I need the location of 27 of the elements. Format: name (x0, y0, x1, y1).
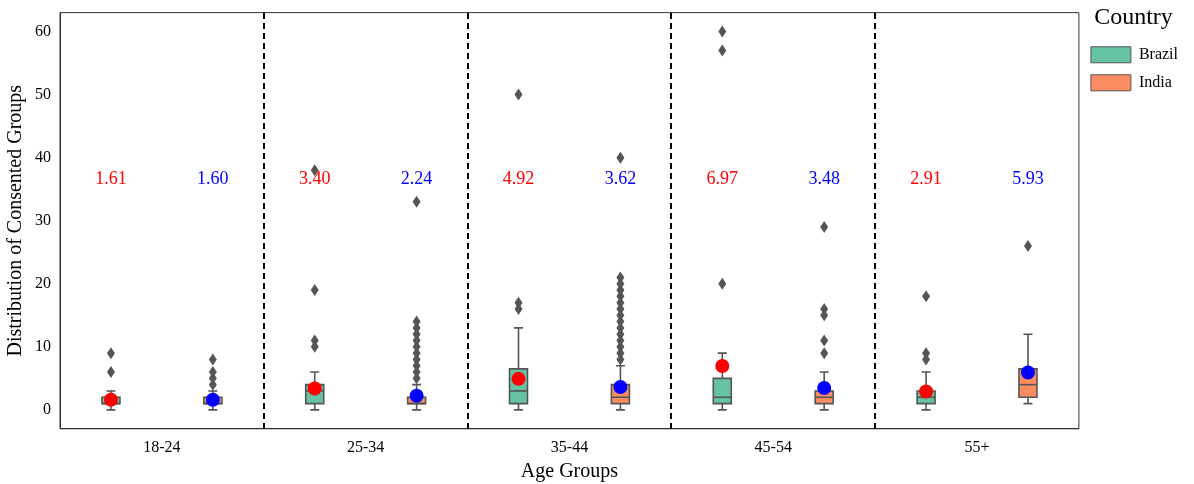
y-tick-label: 0 (43, 400, 51, 418)
x-tick-label: 25-34 (347, 437, 385, 455)
y-tick-label: 60 (35, 21, 51, 39)
y-tick-label: 30 (35, 210, 51, 228)
y-tick-label: 50 (35, 84, 51, 102)
x-tick-label: 18-24 (143, 437, 181, 455)
text: 6.97 (706, 167, 739, 188)
text: 1.61 (95, 167, 127, 188)
text: 5.93 (1012, 167, 1044, 188)
text: 3.62 (604, 167, 637, 188)
text: 4.92 (502, 167, 535, 188)
x-tick-label: 45-54 (754, 437, 792, 455)
legend-label: India (1138, 73, 1172, 90)
y-axis-title: Distribution of Consented Groups (3, 84, 27, 357)
x-tick-label: 35-44 (550, 437, 589, 455)
text: 2.91 (910, 167, 942, 188)
x-axis-title: Age Groups (520, 459, 619, 483)
x-tick-label: 55+ (964, 437, 990, 455)
text: 1.60 (197, 167, 229, 188)
y-tick-label: 10 (35, 337, 51, 355)
y-tick-label: 20 (35, 273, 51, 291)
legend-title: Country (1094, 3, 1173, 30)
text: 2.24 (400, 167, 433, 188)
text: 3.48 (808, 167, 840, 188)
text: 3.40 (298, 167, 331, 188)
y-tick-label: 40 (35, 147, 51, 165)
legend-label: Brazil (1138, 45, 1179, 62)
